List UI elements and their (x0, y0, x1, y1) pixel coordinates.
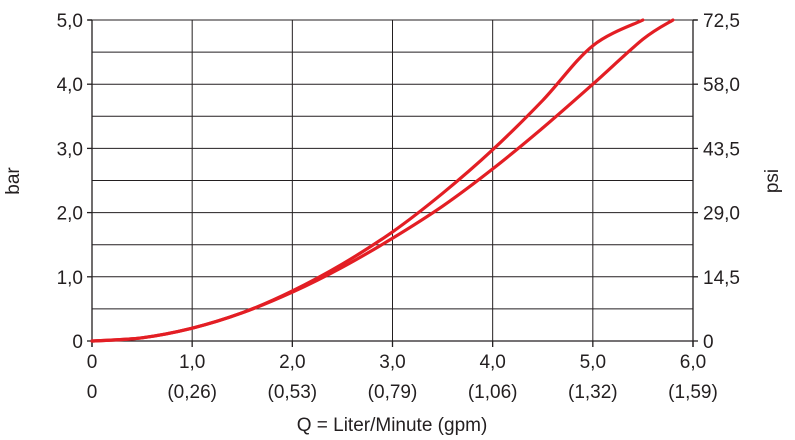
y-tick-label-right: 0 (703, 332, 714, 353)
series-lines (90, 18, 675, 343)
y-tick-label-left: 5,0 (57, 11, 83, 32)
y-tick-label-left: 2,0 (57, 204, 83, 225)
x-tick-sublabel: (0,53) (268, 382, 318, 403)
series-line-2 (90, 18, 675, 343)
y-tick-label-right: 14,5 (703, 268, 740, 289)
axes (87, 19, 698, 347)
y-tick-label-right: 43,5 (703, 139, 740, 160)
x-tick-label: 4,0 (479, 352, 505, 373)
x-tick-sublabel: (0,26) (167, 382, 217, 403)
x-axis-label: Q = Liter/Minute (gpm) (297, 415, 488, 436)
x-tick-sublabel: (1,32) (568, 382, 618, 403)
x-tick-sublabel: (1,06) (468, 382, 518, 403)
x-tick-label: 5,0 (580, 352, 606, 373)
x-tick-sublabel: (1,59) (668, 382, 718, 403)
x-tick-label: 2,0 (279, 352, 305, 373)
grid (92, 19, 693, 341)
x-tick-label: 3,0 (379, 352, 405, 373)
y-tick-label-right: 29,0 (703, 204, 740, 225)
y-tick-label-right: 72,5 (703, 11, 740, 32)
x-tick-sublabel: 0 (87, 382, 98, 403)
x-tick-label: 0 (87, 352, 98, 373)
y-tick-label-left: 4,0 (57, 75, 83, 96)
y-tick-label-left: 3,0 (57, 139, 83, 160)
x-tick-label: 6,0 (680, 352, 706, 373)
y-tick-label-left: 1,0 (57, 268, 83, 289)
y-tick-label-right: 58,0 (703, 75, 740, 96)
y-tick-label-left: 0 (72, 332, 83, 353)
x-tick-sublabel: (0,79) (368, 382, 418, 403)
y-axis-label-right: psi (762, 169, 783, 193)
tick-labels: 01,02,03,04,05,0014,529,043,558,072,5001… (57, 11, 740, 403)
x-tick-label: 1,0 (179, 352, 205, 373)
y-axis-label-left: bar (3, 167, 24, 195)
